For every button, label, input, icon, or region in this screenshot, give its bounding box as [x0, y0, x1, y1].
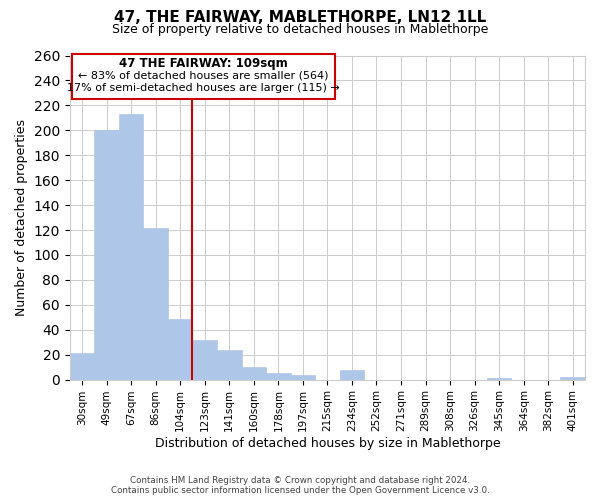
Text: 47, THE FAIRWAY, MABLETHORPE, LN12 1LL: 47, THE FAIRWAY, MABLETHORPE, LN12 1LL	[114, 10, 486, 25]
Text: ← 83% of detached houses are smaller (564): ← 83% of detached houses are smaller (56…	[79, 70, 329, 80]
Bar	[94, 130, 119, 380]
FancyBboxPatch shape	[73, 54, 335, 100]
Text: 47 THE FAIRWAY: 109sqm: 47 THE FAIRWAY: 109sqm	[119, 57, 288, 70]
Bar	[70, 354, 94, 380]
Text: Size of property relative to detached houses in Mablethorpe: Size of property relative to detached ho…	[112, 22, 488, 36]
Bar	[217, 350, 242, 380]
Bar	[143, 228, 168, 380]
Text: Contains HM Land Registry data © Crown copyright and database right 2024.
Contai: Contains HM Land Registry data © Crown c…	[110, 476, 490, 495]
Bar	[119, 114, 143, 380]
X-axis label: Distribution of detached houses by size in Mablethorpe: Distribution of detached houses by size …	[155, 437, 500, 450]
Bar	[242, 367, 266, 380]
Bar	[560, 377, 585, 380]
Bar	[290, 374, 315, 380]
Bar	[266, 374, 290, 380]
Bar	[168, 318, 193, 380]
Y-axis label: Number of detached properties: Number of detached properties	[15, 119, 28, 316]
Bar	[340, 370, 364, 380]
Bar	[193, 340, 217, 380]
Text: 17% of semi-detached houses are larger (115) →: 17% of semi-detached houses are larger (…	[67, 83, 340, 93]
Bar	[487, 378, 511, 380]
